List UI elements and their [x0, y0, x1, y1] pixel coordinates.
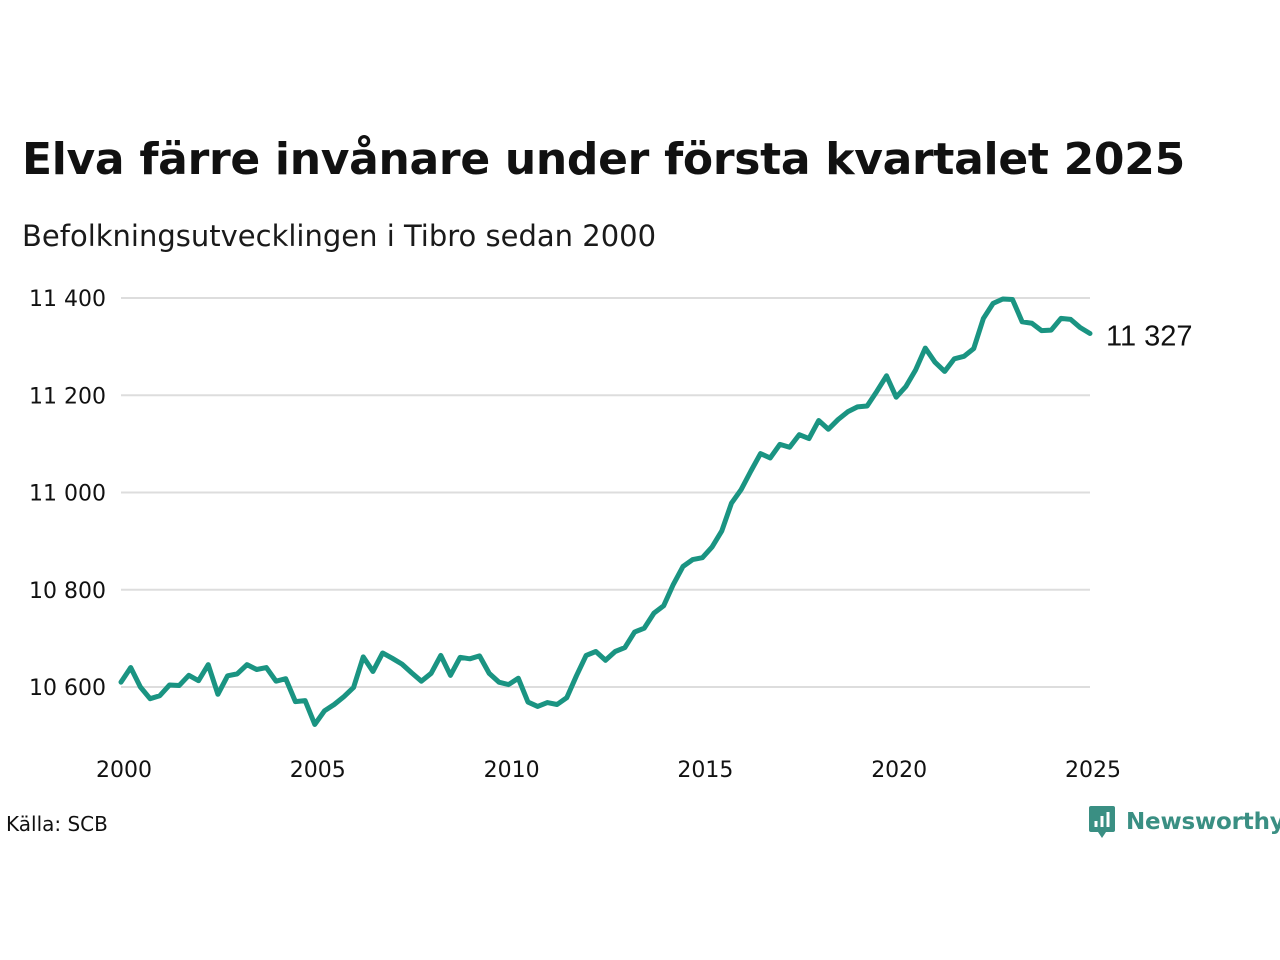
newsworthy-logo[interactable]: Newsworthy: [1088, 804, 1280, 840]
end-label-layer: 11 327: [1106, 320, 1193, 352]
x-tick-label: 2010: [484, 758, 540, 783]
y-tick-label: 10 600: [29, 676, 106, 701]
x-tick-label: 2015: [677, 758, 733, 783]
y-axis-tick-labels: 10 600 10 800 11 000 11 200 11 400: [29, 287, 106, 701]
x-tick-label: 2005: [290, 758, 346, 783]
x-axis-tick-labels: 2000 2005 2010 2015 2020 2025: [96, 758, 1121, 783]
chart-title: Elva färre invånare under första kvartal…: [22, 134, 1185, 185]
newsworthy-logo-icon: [1089, 806, 1115, 838]
source-note: Källa: SCB: [6, 812, 108, 836]
newsworthy-logo-text: Newsworthy: [1126, 809, 1280, 835]
series-line: [118, 296, 1093, 727]
series-layer: [118, 296, 1093, 727]
y-tick-label: 11 200: [29, 384, 106, 409]
grid-lines: [121, 297, 1090, 688]
y-tick-label: 10 800: [29, 579, 106, 604]
y-tick-label: 11 400: [29, 287, 106, 312]
chart-subtitle: Befolkningsutvecklingen i Tibro sedan 20…: [22, 219, 657, 253]
x-tick-label: 2025: [1065, 758, 1121, 783]
y-tick-label: 11 000: [29, 482, 106, 507]
x-tick-label: 2000: [96, 758, 152, 783]
end-value-label: 11 327: [1106, 320, 1193, 352]
x-tick-label: 2020: [871, 758, 927, 783]
